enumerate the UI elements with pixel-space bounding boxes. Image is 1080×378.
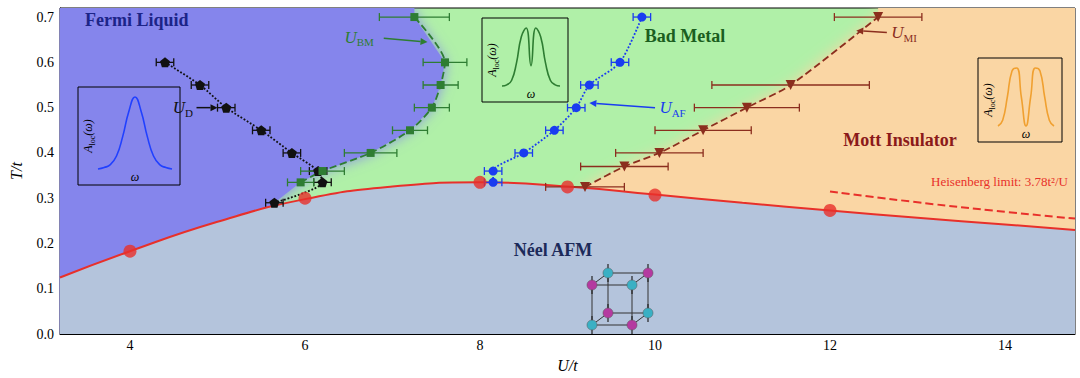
svg-text:Mott Insulator: Mott Insulator bbox=[843, 130, 957, 150]
svg-text:U: U bbox=[344, 27, 357, 47]
svg-text:0.6: 0.6 bbox=[37, 55, 55, 70]
svg-text:loc: loc bbox=[88, 135, 97, 145]
svg-text:10: 10 bbox=[648, 338, 662, 353]
svg-text:4: 4 bbox=[127, 338, 134, 353]
svg-text:A: A bbox=[81, 145, 95, 153]
svg-text:12: 12 bbox=[823, 338, 837, 353]
svg-text:Fermi Liquid: Fermi Liquid bbox=[85, 10, 189, 30]
svg-text:U: U bbox=[891, 23, 904, 43]
svg-text:0.3: 0.3 bbox=[37, 191, 55, 206]
svg-text:8: 8 bbox=[477, 338, 484, 353]
svg-text:Néel AFM: Néel AFM bbox=[514, 240, 592, 260]
svg-text:A: A bbox=[485, 69, 499, 77]
svg-text:ω: ω bbox=[527, 87, 535, 101]
svg-text:U/t: U/t bbox=[557, 357, 578, 374]
svg-text:Heisenberg limit: 3.78t²/U: Heisenberg limit: 3.78t²/U bbox=[931, 174, 1069, 189]
svg-text:6: 6 bbox=[302, 338, 309, 353]
svg-text:U: U bbox=[659, 98, 672, 118]
svg-text:Bad Metal: Bad Metal bbox=[645, 26, 726, 46]
svg-text:D: D bbox=[185, 107, 193, 119]
svg-text:ω: ω bbox=[131, 170, 139, 184]
svg-text:T/t: T/t bbox=[8, 162, 25, 180]
svg-text:(ω): (ω) bbox=[485, 43, 499, 59]
svg-text:0.7: 0.7 bbox=[37, 10, 55, 25]
svg-text:loc: loc bbox=[988, 99, 997, 109]
svg-text:0.4: 0.4 bbox=[37, 145, 55, 160]
svg-text:0.1: 0.1 bbox=[37, 281, 55, 296]
svg-text:14: 14 bbox=[998, 338, 1012, 353]
svg-text:(ω): (ω) bbox=[981, 83, 995, 99]
svg-text:BM: BM bbox=[357, 36, 374, 48]
svg-text:0.2: 0.2 bbox=[37, 236, 55, 251]
svg-text:0.5: 0.5 bbox=[37, 100, 55, 115]
svg-text:A: A bbox=[981, 109, 995, 117]
svg-text:ω: ω bbox=[1022, 127, 1030, 141]
svg-text:U: U bbox=[173, 98, 187, 117]
svg-text:AF: AF bbox=[672, 107, 686, 119]
svg-text:MI: MI bbox=[904, 32, 918, 44]
svg-text:loc: loc bbox=[492, 59, 501, 69]
svg-text:0.0: 0.0 bbox=[37, 327, 55, 342]
svg-text:(ω): (ω) bbox=[81, 119, 95, 135]
